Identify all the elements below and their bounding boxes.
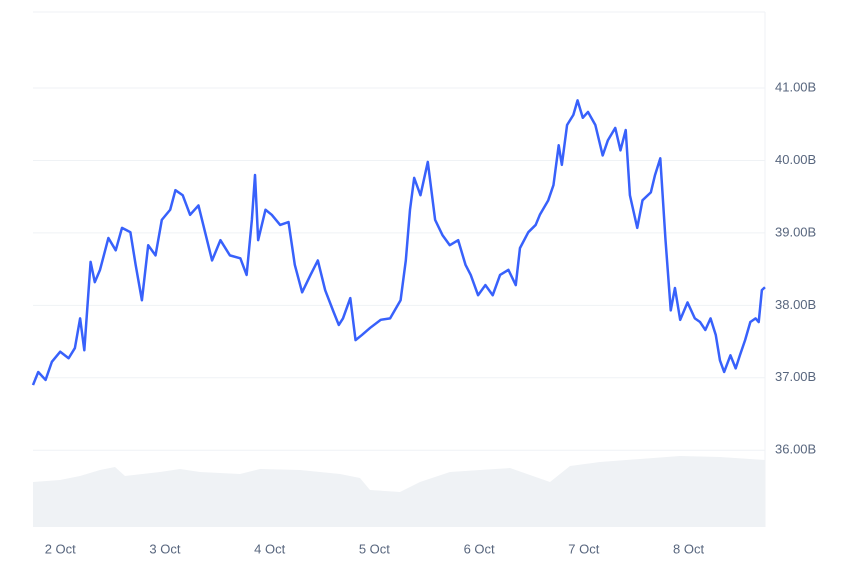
y-tick-label: 38.00B [775,297,816,312]
y-tick-label: 41.00B [775,79,816,94]
y-tick-label: 39.00B [775,224,816,239]
x-tick-label: 7 Oct [568,541,599,556]
y-tick-label: 37.00B [775,369,816,384]
price-line [31,99,766,386]
x-tick-label: 2 Oct [45,541,76,556]
x-tick-label: 3 Oct [149,541,180,556]
y-tick-label: 36.00B [775,442,816,457]
x-tick-label: 6 Oct [464,541,495,556]
x-tick-label: 4 Oct [254,541,285,556]
x-tick-label: 5 Oct [359,541,390,556]
y-tick-label: 40.00B [775,152,816,167]
x-tick-label: 8 Oct [673,541,704,556]
volume-area [33,456,765,527]
